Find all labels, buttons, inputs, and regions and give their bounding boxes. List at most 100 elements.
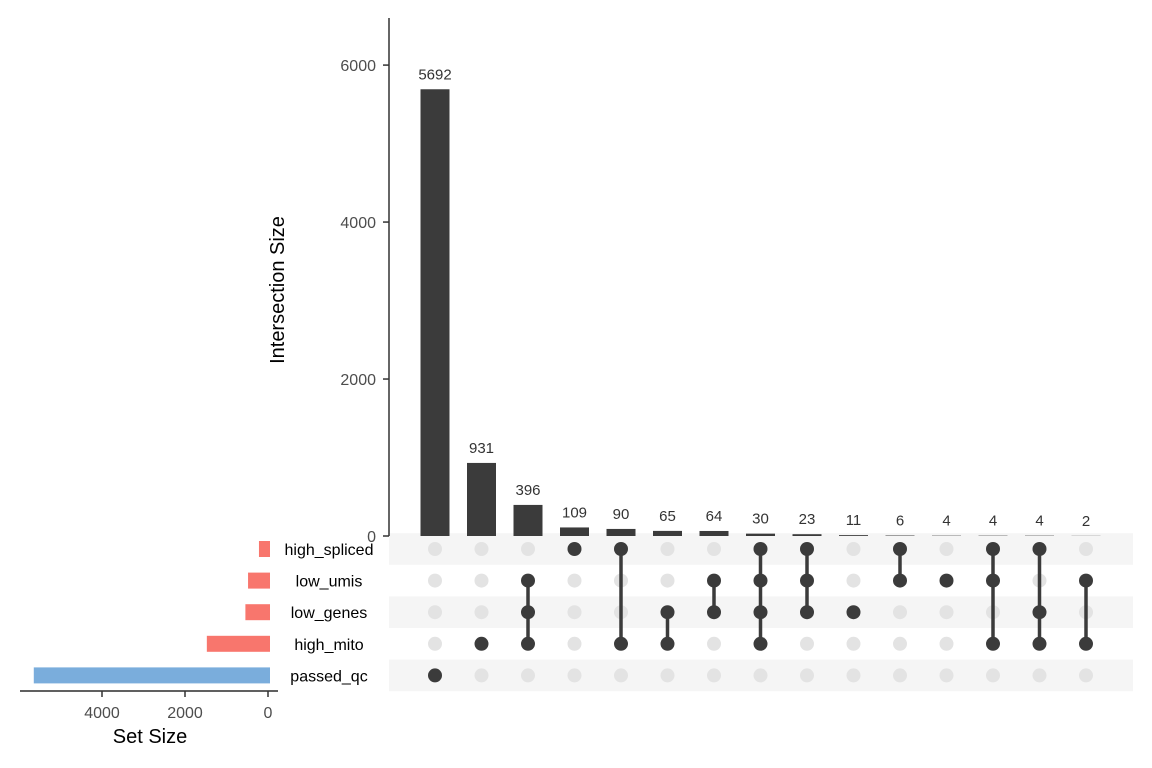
set-size-bar bbox=[258, 541, 270, 557]
matrix-dot-empty bbox=[474, 573, 489, 588]
matrix-column bbox=[986, 542, 1000, 683]
matrix-dot-empty bbox=[428, 636, 442, 651]
set-size-axis-title: Set Size bbox=[113, 726, 187, 748]
matrix-dot-filled bbox=[1032, 542, 1047, 556]
y-tick-label: 2000 bbox=[340, 372, 376, 389]
matrix-dot-filled bbox=[660, 605, 675, 620]
matrix-dot-filled bbox=[1032, 636, 1047, 651]
matrix-dot-filled bbox=[521, 573, 535, 588]
set-label: low_umis bbox=[296, 574, 363, 591]
bar-value-label: 931 bbox=[469, 440, 494, 457]
matrix-dot-empty bbox=[893, 605, 907, 620]
set-size-tick-label: 2000 bbox=[167, 705, 203, 722]
bar-value-label: 2 bbox=[1082, 513, 1090, 530]
matrix-dot-filled bbox=[753, 636, 768, 651]
set-size-bar bbox=[245, 604, 270, 621]
matrix-dot-empty bbox=[660, 573, 675, 588]
bar-value-label: 5692 bbox=[418, 66, 451, 83]
matrix-dot-empty bbox=[939, 542, 954, 556]
y-ticks: 0 2000 4000 6000 bbox=[340, 58, 389, 546]
matrix-dot-empty bbox=[846, 542, 861, 556]
matrix-dot-empty bbox=[660, 668, 675, 683]
matrix-column bbox=[567, 542, 582, 683]
matrix-dot-empty bbox=[614, 668, 628, 683]
matrix-dot-empty bbox=[428, 542, 442, 556]
matrix-dot-empty bbox=[521, 542, 535, 556]
matrix-dot-filled bbox=[800, 573, 814, 588]
bar-value-label: 109 bbox=[562, 504, 587, 521]
bar-value-label: 11 bbox=[846, 512, 862, 529]
matrix-dot-filled bbox=[753, 573, 768, 588]
matrix-dot-filled bbox=[614, 542, 628, 556]
matrix-dot-filled bbox=[1032, 605, 1047, 620]
set-label: passed_qc bbox=[290, 668, 367, 685]
set-label: high_spliced bbox=[285, 542, 374, 559]
matrix-dot-filled bbox=[753, 605, 768, 620]
set-labels: high_spliced low_umis low_genes high_mitopa… bbox=[285, 542, 374, 685]
bar-value-label: 6 bbox=[896, 513, 904, 530]
intersection-bar bbox=[699, 530, 729, 536]
matrix-dot-empty bbox=[428, 573, 442, 588]
matrix-dot-empty bbox=[800, 636, 814, 651]
bar-value-label: 4 bbox=[989, 513, 997, 530]
matrix-column bbox=[800, 542, 814, 683]
matrix-dot-filled bbox=[986, 573, 1000, 588]
matrix-dot-empty bbox=[1079, 542, 1093, 556]
matrix-dot-filled bbox=[1079, 636, 1093, 651]
matrix-dot-filled bbox=[614, 636, 628, 651]
intersection-bar bbox=[653, 530, 682, 536]
intersection-bar bbox=[746, 533, 775, 536]
matrix-column bbox=[1032, 542, 1047, 683]
intersection-bar bbox=[560, 527, 589, 536]
matrix-dot-empty bbox=[800, 668, 814, 683]
matrix-column bbox=[428, 542, 442, 683]
bar-value-label: 4 bbox=[942, 513, 950, 530]
intersection-matrix bbox=[428, 542, 1093, 683]
matrix-dot-empty bbox=[939, 668, 954, 683]
intersection-bar bbox=[792, 534, 822, 536]
y-axis-title: Intersection Size bbox=[267, 216, 289, 364]
intersection-size-axis: Intersection Size bbox=[267, 18, 390, 536]
matrix-column bbox=[707, 542, 721, 683]
bar-value-label: 65 bbox=[659, 508, 676, 525]
matrix-dot-filled bbox=[521, 605, 535, 620]
matrix-dot-filled bbox=[846, 605, 861, 620]
matrix-column bbox=[753, 542, 768, 683]
matrix-column bbox=[1079, 542, 1093, 683]
matrix-dot-empty bbox=[939, 605, 954, 620]
y-tick-label: 0 bbox=[367, 529, 376, 546]
matrix-column bbox=[939, 542, 954, 683]
bar-value-label: 64 bbox=[706, 508, 723, 525]
bar-value-label: 23 bbox=[799, 511, 816, 528]
matrix-dot-empty bbox=[1032, 668, 1047, 683]
matrix-column bbox=[846, 542, 861, 683]
matrix-dot-filled bbox=[986, 542, 1000, 556]
set-label: high_mito bbox=[294, 637, 363, 654]
set-size-bars: Set Size 4000 2000 0 bbox=[20, 541, 278, 748]
matrix-dot-empty bbox=[893, 636, 907, 651]
matrix-dot-filled bbox=[474, 636, 489, 651]
bar-value-label: 90 bbox=[613, 506, 630, 523]
matrix-dot-filled bbox=[753, 542, 768, 556]
matrix-dot-filled bbox=[707, 605, 721, 620]
matrix-dot-empty bbox=[1079, 668, 1093, 683]
intersection-bar bbox=[467, 462, 496, 536]
matrix-dot-empty bbox=[474, 605, 489, 620]
matrix-dot-filled bbox=[893, 542, 907, 556]
matrix-dot-filled bbox=[660, 636, 675, 651]
intersection-bar bbox=[420, 89, 450, 536]
matrix-dot-empty bbox=[707, 668, 721, 683]
matrix-dot-filled bbox=[939, 573, 954, 588]
intersection-bar bbox=[606, 528, 636, 536]
y-tick-label: 6000 bbox=[340, 58, 376, 75]
matrix-column bbox=[614, 542, 628, 683]
matrix-column bbox=[474, 542, 489, 683]
bar-value-label: 396 bbox=[515, 482, 540, 499]
matrix-column bbox=[660, 542, 675, 683]
matrix-dot-empty bbox=[567, 668, 582, 683]
matrix-dot-empty bbox=[986, 668, 1000, 683]
matrix-dot-filled bbox=[707, 573, 721, 588]
matrix-dot-empty bbox=[846, 573, 861, 588]
